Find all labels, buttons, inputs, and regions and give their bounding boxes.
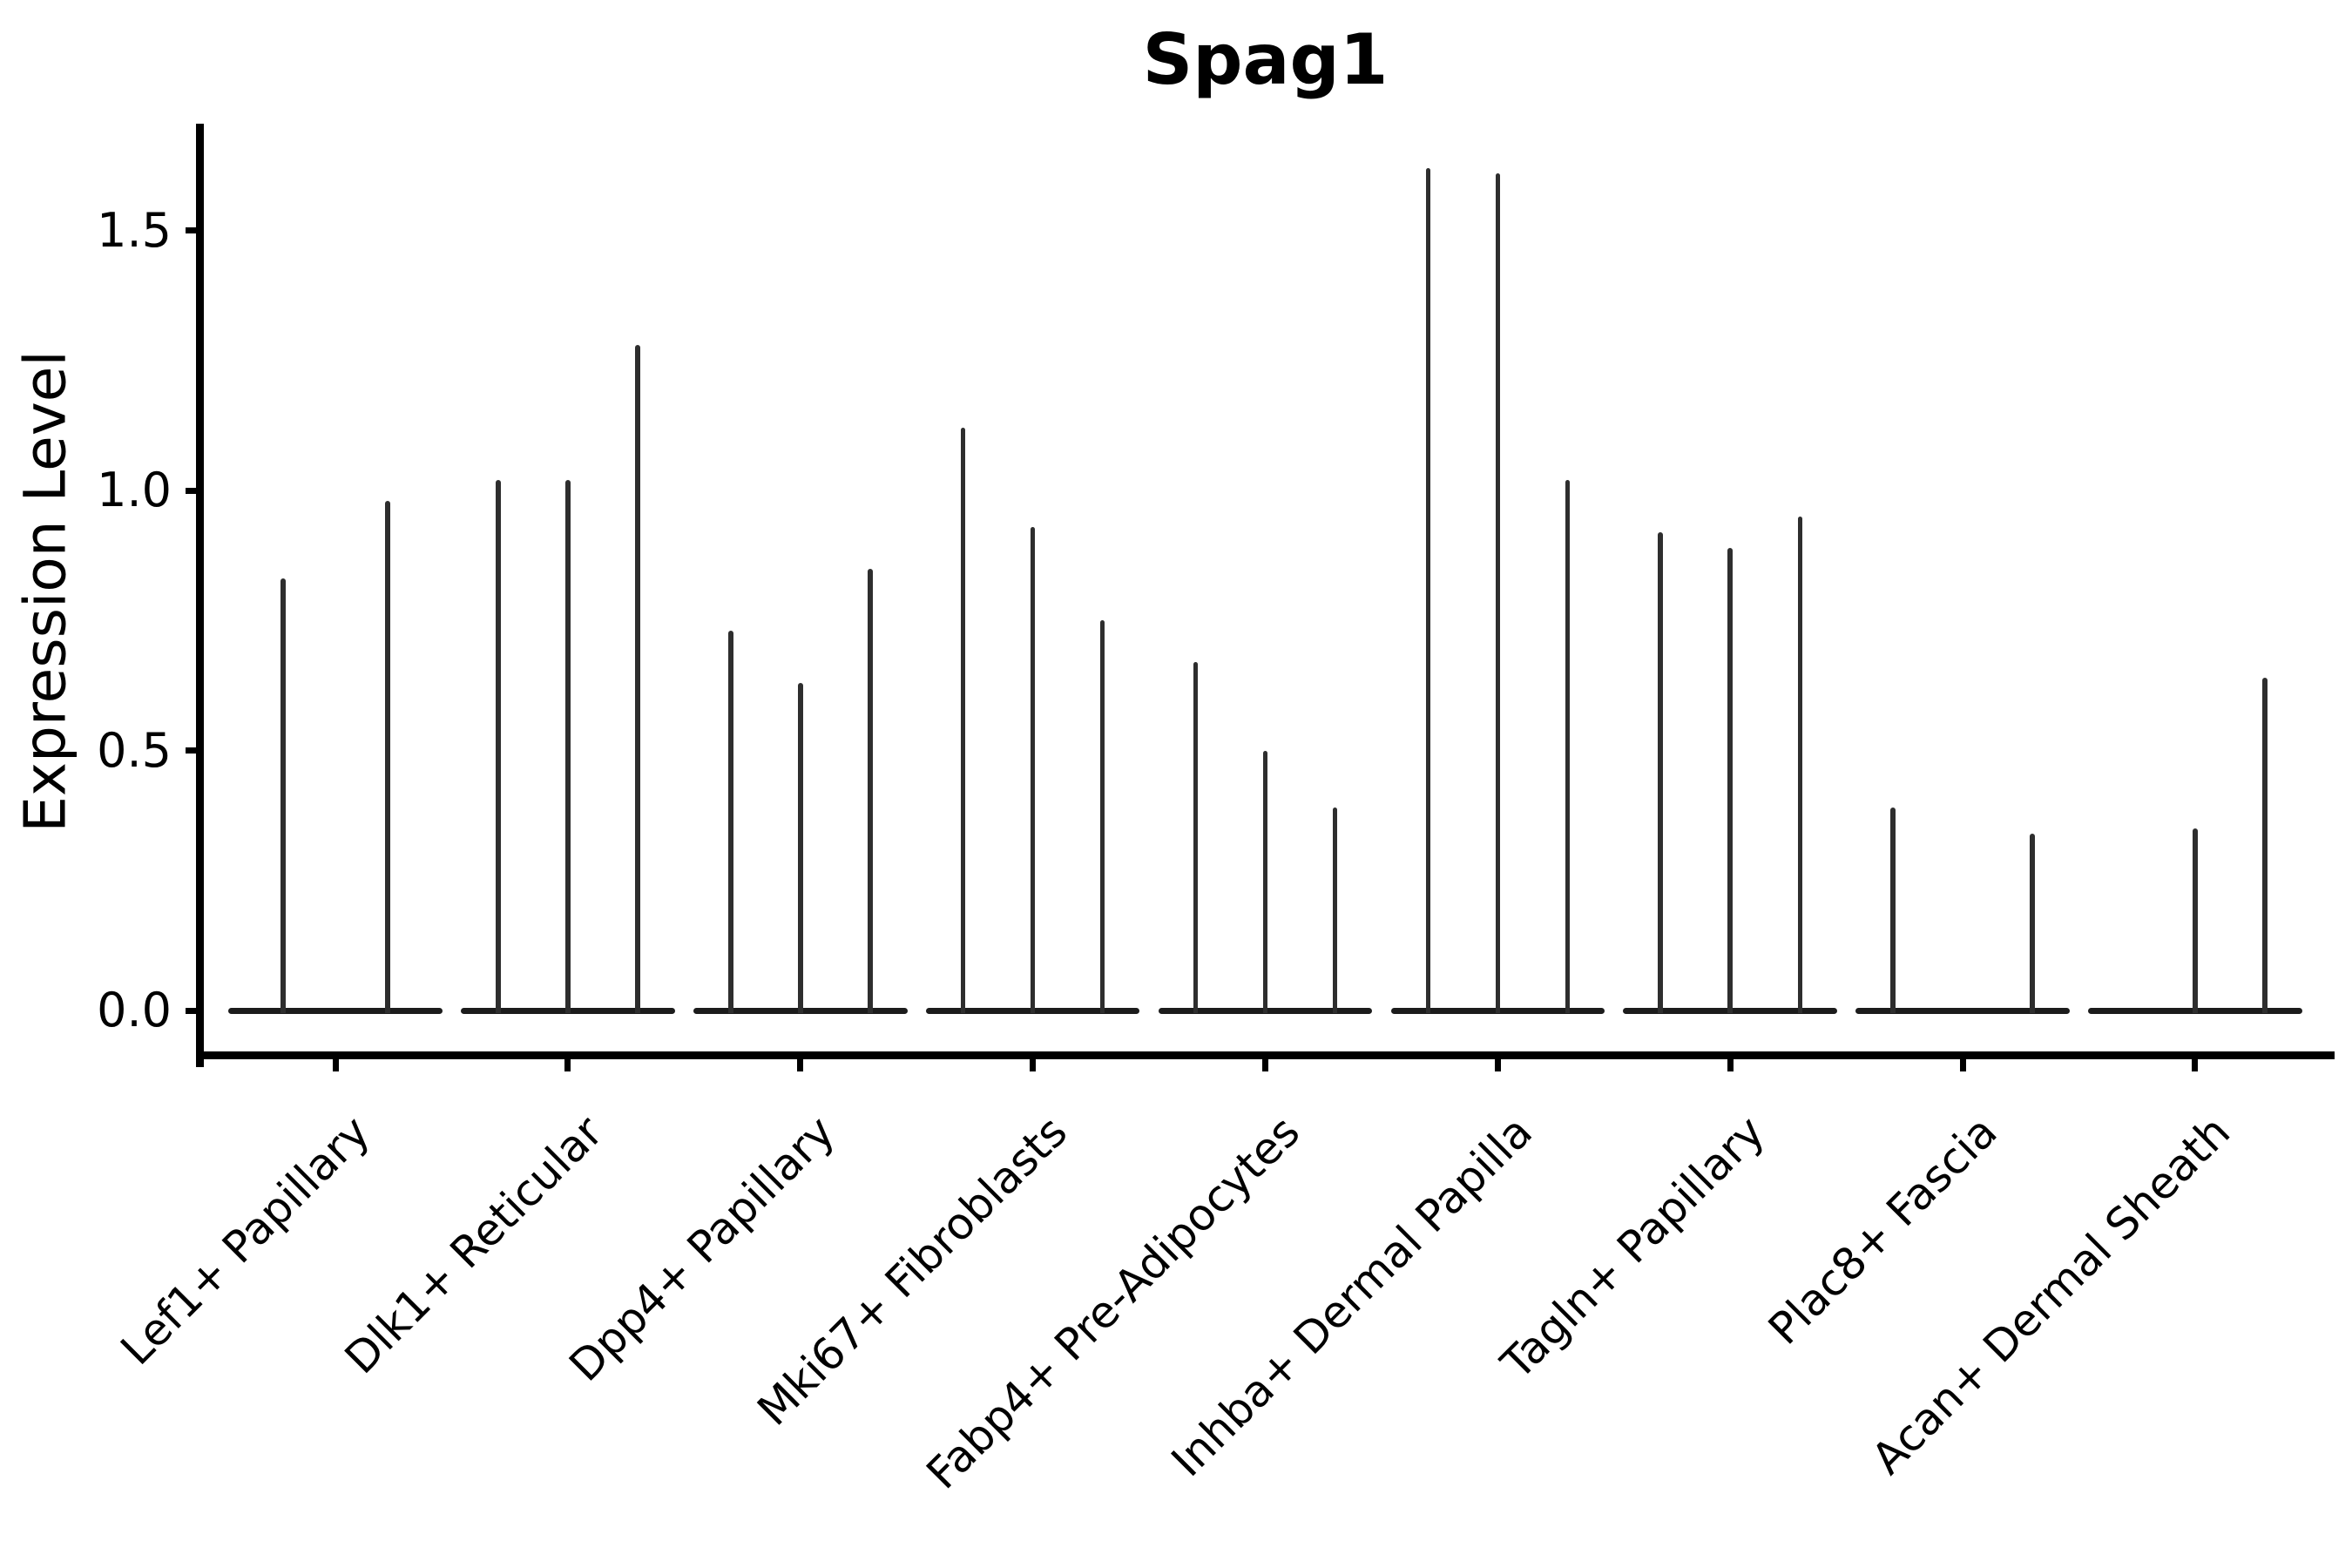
x-tick-mark <box>797 1059 804 1071</box>
x-tick-mark <box>1494 1059 1501 1071</box>
violin-spike <box>798 682 803 1013</box>
violin-spike <box>280 578 286 1013</box>
violin-spike <box>1890 808 1896 1013</box>
y-axis-spine <box>196 124 204 1067</box>
violin-spike <box>1099 620 1105 1013</box>
x-axis-spine <box>196 1051 2335 1059</box>
y-tick-label: 1.0 <box>97 463 172 517</box>
violin-spike <box>2193 828 2198 1013</box>
violin-spike <box>960 428 966 1013</box>
y-tick-mark <box>186 227 196 233</box>
violin-spike <box>496 480 501 1013</box>
y-tick-label: 1.5 <box>97 202 172 258</box>
violin-spike <box>728 631 733 1013</box>
x-tick-mark <box>2192 1059 2199 1071</box>
violin-spike <box>1262 750 1268 1013</box>
violin-spike <box>1797 516 1802 1013</box>
x-tick-label: Dlk1+ Reticular <box>335 1106 612 1384</box>
violin-spike <box>1495 172 1501 1013</box>
x-tick-label: Plac8+ Fascia <box>1759 1106 2008 1355</box>
y-tick-mark <box>186 747 196 754</box>
violin-baseline-bar <box>1855 1007 2070 1014</box>
violin-spike <box>1727 547 1733 1013</box>
violin-baseline-bar <box>228 1007 443 1014</box>
y-tick-label: 0.5 <box>97 722 172 778</box>
x-tick-mark <box>332 1059 339 1071</box>
violin-spike <box>1425 167 1431 1013</box>
violin-spike <box>2030 834 2035 1013</box>
x-tick-label: Lef1+ Papillary <box>112 1106 381 1375</box>
x-tick-label: Fabp4+ Pre-Adipocytes <box>917 1106 1310 1499</box>
chart-title: Spag1 <box>1142 19 1389 100</box>
violin-spike <box>565 480 571 1013</box>
violin-spike <box>385 500 390 1013</box>
y-tick-mark <box>186 1007 196 1014</box>
y-tick-label: 0.0 <box>97 983 172 1037</box>
violin-spike <box>2262 677 2268 1013</box>
x-tick-mark <box>1030 1059 1037 1071</box>
violin-spike <box>1030 526 1036 1013</box>
violin-spike <box>1658 531 1663 1013</box>
violin-spike <box>635 344 640 1013</box>
violin-spike <box>868 568 873 1013</box>
y-tick-mark <box>186 487 196 494</box>
violin-spike <box>1193 662 1199 1013</box>
violin-spike <box>1565 480 1571 1013</box>
x-tick-mark <box>564 1059 571 1071</box>
x-tick-mark <box>1959 1059 1966 1071</box>
x-tick-mark <box>1262 1059 1268 1071</box>
x-tick-mark <box>1727 1059 1734 1071</box>
violin-spike <box>1332 808 1338 1013</box>
